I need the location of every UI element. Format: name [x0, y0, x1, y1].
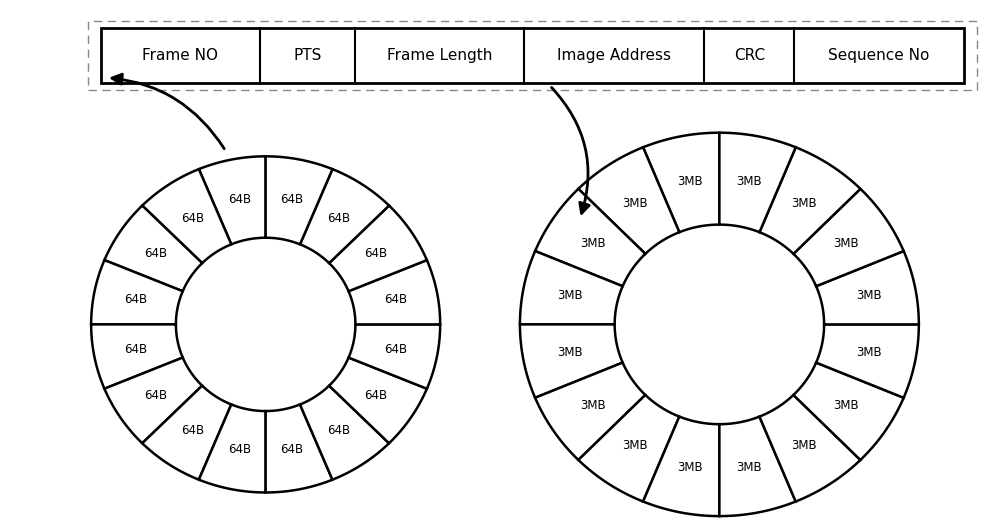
Polygon shape — [643, 417, 719, 516]
Polygon shape — [578, 395, 679, 502]
Text: 64B: 64B — [181, 212, 204, 225]
Polygon shape — [199, 156, 266, 244]
Polygon shape — [793, 363, 904, 460]
Polygon shape — [104, 205, 202, 291]
Text: 3MB: 3MB — [557, 346, 583, 360]
Text: 3MB: 3MB — [580, 399, 606, 412]
Polygon shape — [759, 395, 860, 502]
Polygon shape — [266, 404, 332, 493]
Polygon shape — [719, 417, 796, 516]
Polygon shape — [104, 357, 202, 443]
Polygon shape — [300, 169, 389, 263]
Text: 3MB: 3MB — [791, 197, 817, 210]
Bar — [88, 21, 977, 90]
Polygon shape — [535, 189, 645, 286]
Polygon shape — [520, 251, 623, 324]
Text: 3MB: 3MB — [736, 461, 762, 474]
Text: 3MB: 3MB — [856, 346, 881, 360]
Polygon shape — [816, 251, 919, 324]
Text: 3MB: 3MB — [833, 399, 859, 412]
Text: CRC: CRC — [734, 48, 765, 63]
Text: 3MB: 3MB — [622, 197, 648, 210]
Bar — [101, 27, 964, 83]
Polygon shape — [759, 147, 860, 254]
Text: 64B: 64B — [144, 247, 167, 260]
Text: Frame NO: Frame NO — [142, 48, 218, 63]
Text: 64B: 64B — [228, 443, 251, 456]
Text: 64B: 64B — [364, 389, 387, 402]
Polygon shape — [266, 156, 332, 244]
Text: 64B: 64B — [124, 293, 148, 306]
Text: 64B: 64B — [327, 212, 351, 225]
Text: 64B: 64B — [327, 424, 351, 437]
Text: 3MB: 3MB — [677, 175, 703, 188]
Polygon shape — [329, 357, 427, 443]
Polygon shape — [91, 260, 183, 324]
Text: 3MB: 3MB — [580, 237, 606, 250]
Polygon shape — [643, 133, 719, 232]
Text: 64B: 64B — [228, 193, 251, 206]
Text: 64B: 64B — [384, 293, 407, 306]
Text: 64B: 64B — [181, 424, 204, 437]
Polygon shape — [142, 169, 231, 263]
Text: 3MB: 3MB — [736, 175, 762, 188]
Polygon shape — [793, 189, 904, 286]
Polygon shape — [329, 205, 427, 291]
Text: 64B: 64B — [364, 247, 387, 260]
Polygon shape — [142, 385, 231, 479]
Polygon shape — [349, 324, 440, 389]
Text: 64B: 64B — [144, 389, 167, 402]
Polygon shape — [520, 324, 623, 398]
Text: 64B: 64B — [280, 443, 303, 456]
Text: PTS: PTS — [293, 48, 322, 63]
Text: Image Address: Image Address — [557, 48, 671, 63]
Text: 3MB: 3MB — [856, 289, 881, 303]
Polygon shape — [300, 385, 389, 479]
Polygon shape — [535, 363, 645, 460]
Polygon shape — [199, 404, 266, 493]
Text: Sequence No: Sequence No — [828, 48, 930, 63]
Polygon shape — [816, 324, 919, 398]
Polygon shape — [578, 147, 679, 254]
Text: 3MB: 3MB — [557, 289, 583, 303]
Polygon shape — [349, 260, 440, 324]
Polygon shape — [91, 324, 183, 389]
Text: 3MB: 3MB — [833, 237, 859, 250]
Text: 3MB: 3MB — [622, 439, 648, 452]
Text: 64B: 64B — [280, 193, 303, 206]
Polygon shape — [719, 133, 796, 232]
Text: 3MB: 3MB — [791, 439, 817, 452]
Text: Frame Length: Frame Length — [387, 48, 492, 63]
Text: 3MB: 3MB — [677, 461, 703, 474]
Text: 64B: 64B — [124, 343, 148, 356]
Text: 64B: 64B — [384, 343, 407, 356]
